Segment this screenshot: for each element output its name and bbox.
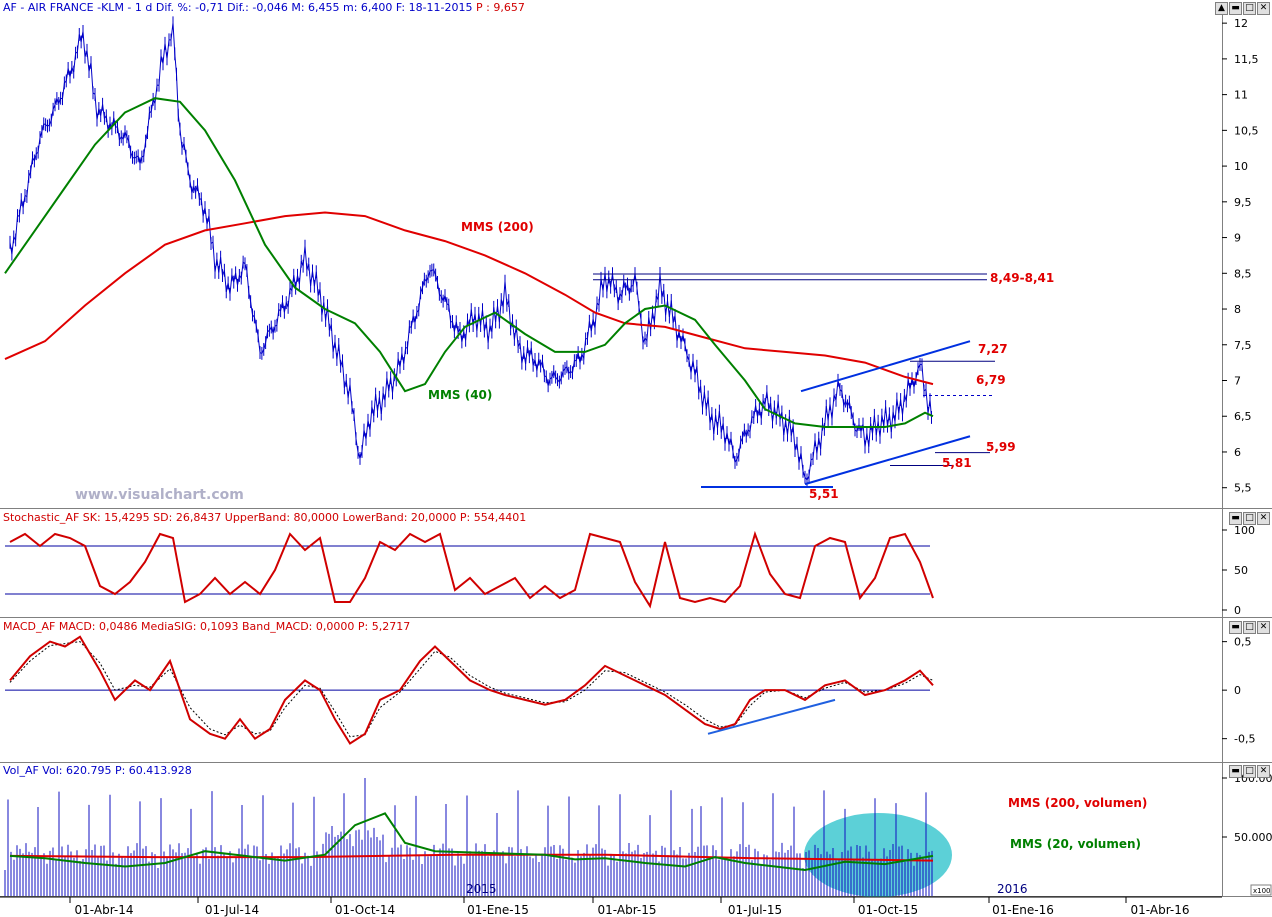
minimize-button[interactable]: ▬: [1229, 765, 1242, 778]
price-symbol: AF - AIR FRANCE -KLM - 1 d: [3, 1, 153, 14]
maximize-button[interactable]: □: [1243, 2, 1256, 15]
label-551: 5,51: [809, 487, 839, 501]
channel-upper-line: [800, 340, 971, 393]
stoch-sk-line: [9, 530, 934, 609]
price-y-tick-label: 8,5: [1234, 267, 1252, 280]
maximize-button[interactable]: □: [1243, 765, 1256, 778]
volume-header: Vol_AF Vol: 620.795 P: 60.413.928: [3, 764, 192, 777]
maximize-button[interactable]: □: [1243, 621, 1256, 634]
label-mms40: MMS (40): [428, 388, 492, 402]
label-581: 5,81: [942, 456, 972, 470]
watermark: www.visualchart.com: [75, 487, 244, 503]
macd-window-controls: ▬ □ ✕: [1229, 621, 1270, 634]
minimize-button[interactable]: ▬: [1229, 512, 1242, 525]
x-tick-label: 01-Jul-15: [728, 903, 782, 917]
volume-window-controls: ▬ □ ✕: [1229, 765, 1270, 778]
mms200-line: [4, 211, 934, 386]
price-y-tick-label: 11,5: [1234, 53, 1259, 66]
close-button[interactable]: ✕: [1257, 512, 1270, 525]
volume-highlight-circle: [804, 813, 952, 897]
channel-lower-line: [804, 435, 971, 486]
year-2015-label: 2015: [466, 882, 497, 896]
x-tick-label: 01-Oct-15: [858, 903, 918, 917]
stoch-y-tick-label: 0: [1234, 604, 1241, 617]
macd-y-tick-label: 0: [1234, 684, 1241, 697]
price-y-tick-label: 9: [1234, 232, 1241, 245]
price-y-tick-label: 6: [1234, 446, 1241, 459]
stoch-y-tick-label: 100: [1234, 524, 1255, 537]
mms40-line: [4, 97, 934, 428]
price-y-tick-label: 7,5: [1234, 339, 1252, 352]
stochastic-window-controls: ▬ □ ✕: [1229, 512, 1270, 525]
x-tick-label: 01-Abr-15: [598, 903, 657, 917]
macd-panel: -0,5 0 0,5: [5, 635, 1255, 746]
year-2016-label: 2016: [997, 882, 1028, 896]
price-y-tick-label: 10,5: [1234, 124, 1259, 137]
close-button[interactable]: ✕: [1257, 765, 1270, 778]
macd-y-tick-label: 0,5: [1234, 636, 1252, 649]
x-axis: 01-Abr-14 01-Jul-14 01-Oct-14 01-Ene-15 01-A…: [0, 896, 1222, 917]
macd-y-tick-label: -0,5: [1234, 733, 1255, 746]
x-tick-label: 01-Ene-16: [992, 903, 1054, 917]
maximize-button[interactable]: □: [1243, 512, 1256, 525]
scroll-up-button[interactable]: ▲: [1215, 2, 1228, 15]
minimize-button[interactable]: ▬: [1229, 2, 1242, 15]
vol-y-tick-label: 50.000: [1234, 831, 1272, 844]
minimize-button[interactable]: ▬: [1229, 621, 1242, 634]
x-tick-label: 01-Jul-14: [205, 903, 259, 917]
x-tick-label: 01-Oct-14: [335, 903, 395, 917]
price-y-tick-label: 8: [1234, 303, 1241, 316]
x-tick-label: 01-Ene-15: [467, 903, 529, 917]
label-mms200: MMS (200): [461, 220, 534, 234]
stoch-y-tick-label: 50: [1234, 564, 1248, 577]
price-header: AF - AIR FRANCE -KLM - 1 d Dif. %: -0,71…: [3, 1, 525, 14]
stochastic-header: Stochastic_AF SK: 15,4295 SD: 26,8437 Up…: [3, 511, 527, 524]
price-panel: 5,5 6 6,5 7 7,5 8 8,5 9 9,5 10 10,5 11 11,5 12: [4, 16, 1259, 495]
vol-mms20-line: [9, 812, 934, 872]
macd-line: [9, 635, 934, 745]
x-tick-label: 01-Abr-14: [75, 903, 134, 917]
price-y-tick-label: 11: [1234, 89, 1248, 102]
macd-header: MACD_AF MACD: 0,0486 MediaSIG: 0,1093 Ba…: [3, 620, 411, 633]
label-resistance: 8,49-8,41: [990, 271, 1054, 285]
price-y-tick-label: 12: [1234, 17, 1248, 30]
price-y-tick-label: 7: [1234, 375, 1241, 388]
price-stats: Dif. %: -0,71 Dif.: -0,046 M: 6,455 m: 6…: [155, 1, 473, 14]
x-tick-label: 01-Abr-16: [1131, 903, 1190, 917]
close-button[interactable]: ✕: [1257, 2, 1270, 15]
label-vol-mms20: MMS (20, volumen): [1010, 837, 1141, 851]
stochastic-panel: 0 50 100: [5, 524, 1255, 617]
label-679: 6,79: [976, 373, 1006, 387]
label-vol-mms200: MMS (200, volumen): [1008, 796, 1147, 810]
macd-signal-line: [9, 641, 934, 738]
price-y-tick-label: 9,5: [1234, 196, 1252, 209]
price-p: P : 9,657: [476, 1, 525, 14]
price-y-tick-label: 5,5: [1234, 482, 1252, 495]
price-window-controls: ▲ ▬ □ ✕: [1215, 2, 1270, 15]
label-727: 7,27: [978, 342, 1008, 356]
vol-mms200-line: [9, 853, 934, 862]
x100-label: x100: [1253, 887, 1271, 895]
price-y-tick-label: 10: [1234, 160, 1248, 173]
label-599: 5,99: [986, 440, 1016, 454]
macd-trend-line: [707, 698, 836, 735]
close-button[interactable]: ✕: [1257, 621, 1270, 634]
price-y-tick-label: 6,5: [1234, 410, 1252, 423]
